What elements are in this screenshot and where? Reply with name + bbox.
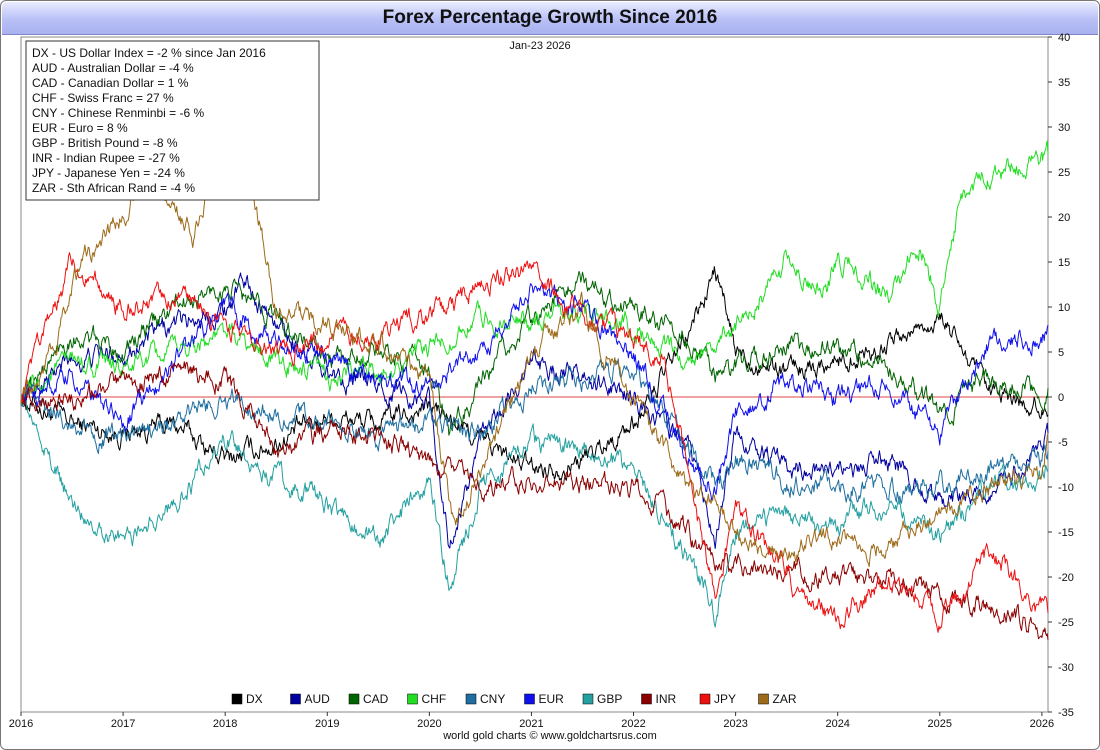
info-legend-line: AUD - Australian Dollar = -4 % bbox=[32, 61, 194, 75]
series-line-gbp bbox=[20, 399, 1049, 628]
y-tick-label: -25 bbox=[1058, 617, 1074, 629]
y-tick-label: 25 bbox=[1058, 167, 1070, 179]
series-line-eur bbox=[20, 282, 1049, 501]
x-tick-label: 2025 bbox=[928, 718, 952, 730]
legend-swatch-inr bbox=[641, 693, 652, 705]
y-tick-label: 20 bbox=[1058, 212, 1070, 224]
chart-title: Forex Percentage Growth Since 2016 bbox=[2, 2, 1098, 35]
info-legend-line: ZAR - Sth African Rand = -4 % bbox=[32, 181, 195, 195]
x-tick-label: 2020 bbox=[417, 718, 441, 730]
info-legend-line: CNY - Chinese Renminbi = -6 % bbox=[32, 106, 205, 120]
date-label: Jan-23 2026 bbox=[509, 40, 570, 52]
x-tick-label: 2022 bbox=[621, 718, 645, 730]
legend-label-eur: EUR bbox=[539, 692, 565, 706]
info-legend-line: GBP - British Pound = -8 % bbox=[32, 136, 178, 150]
x-tick-label: 2023 bbox=[723, 718, 747, 730]
series-line-chf bbox=[20, 140, 1049, 404]
legend-label-aud: AUD bbox=[305, 692, 331, 706]
y-tick-label: 5 bbox=[1058, 347, 1064, 359]
y-tick-label: 10 bbox=[1058, 302, 1070, 314]
y-tick-label: -10 bbox=[1058, 482, 1074, 494]
x-tick-label: 2019 bbox=[315, 718, 339, 730]
legend-swatch-zar bbox=[758, 693, 769, 705]
y-tick-label: -20 bbox=[1058, 572, 1074, 584]
y-tick-label: -30 bbox=[1058, 662, 1074, 674]
series-line-zar bbox=[20, 123, 1049, 568]
legend-swatch-cny bbox=[465, 693, 477, 705]
info-legend-line: EUR - Euro = 8 % bbox=[32, 121, 128, 135]
info-legend-box bbox=[25, 40, 320, 201]
legend-swatch-eur bbox=[524, 693, 535, 705]
legend-swatch-cad bbox=[348, 693, 360, 705]
x-tick-label: 2024 bbox=[825, 718, 849, 730]
x-tick-label: 2017 bbox=[111, 718, 135, 730]
y-tick-label: 40 bbox=[1058, 32, 1070, 44]
legend-swatch-chf bbox=[407, 693, 418, 705]
series-line-cny bbox=[20, 358, 1049, 504]
legend-swatch-gbp bbox=[582, 693, 594, 705]
legend-label-cad: CAD bbox=[363, 692, 389, 706]
y-tick-label: 35 bbox=[1058, 77, 1070, 89]
x-tick-label: 2021 bbox=[519, 718, 543, 730]
series-line-jpy bbox=[20, 252, 1049, 633]
info-legend-line: DX - US Dollar Index = -2 % since Jan 20… bbox=[32, 46, 266, 60]
series-line-cad bbox=[20, 270, 1049, 436]
info-legend-line: JPY - Japanese Yen = -24 % bbox=[32, 166, 185, 180]
series-line-dx bbox=[20, 266, 1049, 481]
y-tick-label: -15 bbox=[1058, 527, 1074, 539]
info-legend-line: CAD - Canadian Dollar = 1 % bbox=[32, 76, 189, 90]
x-tick-label: 2016 bbox=[9, 718, 33, 730]
info-legend-line: CHF - Swiss Franc = 27 % bbox=[32, 91, 174, 105]
legend-label-inr: INR bbox=[656, 692, 677, 706]
legend-label-chf: CHF bbox=[422, 692, 447, 706]
y-tick-label: 30 bbox=[1058, 122, 1070, 134]
info-legend-line: INR - Indian Rupee = -27 % bbox=[32, 151, 180, 165]
series-line-inr bbox=[20, 361, 1049, 641]
legend-swatch-aud bbox=[290, 693, 301, 705]
legend-label-dx: DX bbox=[246, 692, 263, 706]
legend-label-jpy: JPY bbox=[714, 692, 736, 706]
y-tick-label: 15 bbox=[1058, 257, 1070, 269]
footer-credit: world gold charts © www.goldchartsrus.co… bbox=[443, 730, 657, 742]
legend-label-cny: CNY bbox=[480, 692, 505, 706]
y-tick-label: 0 bbox=[1058, 392, 1064, 404]
legend-label-gbp: GBP bbox=[597, 692, 622, 706]
y-tick-label: -35 bbox=[1058, 707, 1074, 719]
legend-swatch-jpy bbox=[699, 693, 711, 705]
legend-label-zar: ZAR bbox=[773, 692, 797, 706]
x-tick-label: 2026 bbox=[1030, 718, 1054, 730]
series-line-aud bbox=[20, 272, 1049, 549]
y-tick-label: -5 bbox=[1058, 437, 1068, 449]
legend-swatch-dx bbox=[231, 693, 243, 705]
x-tick-label: 2018 bbox=[213, 718, 237, 730]
